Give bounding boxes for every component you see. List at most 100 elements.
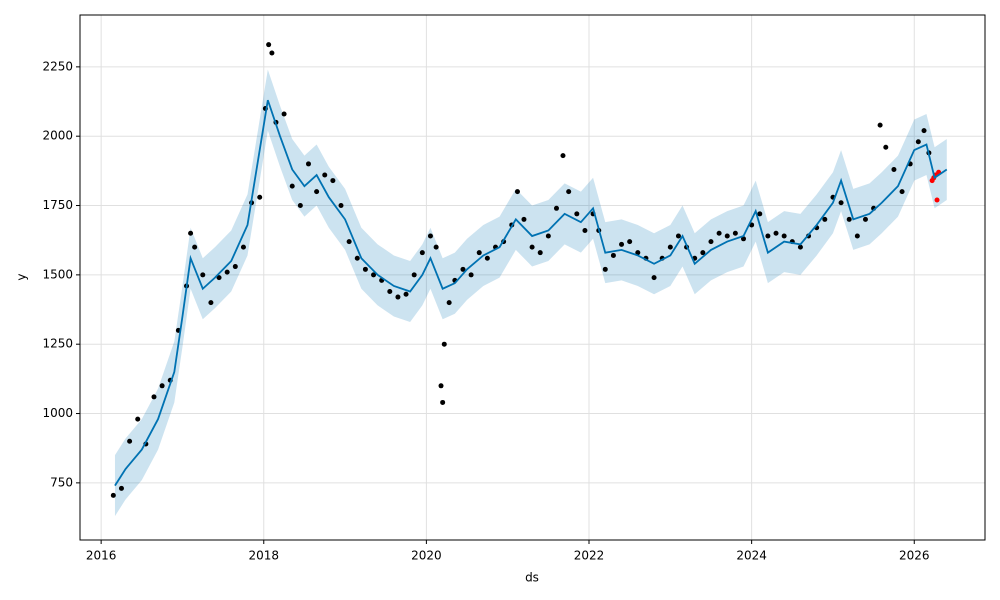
- observed-point: [854, 233, 860, 239]
- observed-point: [403, 291, 409, 297]
- observed-point: [708, 239, 714, 245]
- observed-point: [582, 227, 588, 233]
- observed-point: [891, 166, 897, 172]
- observed-point: [822, 216, 828, 222]
- observed-point: [135, 416, 141, 422]
- observed-point: [346, 239, 352, 245]
- observed-point: [675, 233, 681, 239]
- observed-point: [529, 244, 535, 250]
- y-axis-label: y: [15, 273, 29, 280]
- observed-point: [602, 266, 608, 272]
- observed-point: [216, 275, 222, 281]
- observed-point: [257, 194, 263, 200]
- observed-point: [314, 189, 320, 195]
- observed-point: [667, 244, 673, 250]
- observed-point: [371, 272, 377, 278]
- observed-point: [716, 230, 722, 236]
- observed-point: [537, 250, 543, 256]
- observed-point: [118, 485, 124, 491]
- observed-point: [151, 394, 157, 400]
- observed-point: [281, 111, 287, 117]
- forecast-line: [114, 99, 948, 487]
- observed-point: [362, 266, 368, 272]
- x-tick-label: 2022: [574, 549, 605, 563]
- observed-point: [921, 128, 927, 134]
- observed-point: [127, 438, 133, 444]
- x-tick-label: 2016: [86, 549, 117, 563]
- observed-point: [387, 289, 393, 295]
- observed-point: [468, 272, 474, 278]
- x-tick-label: 2020: [411, 549, 442, 563]
- observed-point: [781, 233, 787, 239]
- x-tick-label: 2024: [736, 549, 767, 563]
- observed-point: [188, 230, 194, 236]
- observed-point: [330, 178, 336, 184]
- y-tick-label: 1000: [42, 406, 73, 420]
- y-tick-label: 750: [50, 475, 73, 489]
- observed-point: [433, 244, 439, 250]
- observed-point: [514, 189, 520, 195]
- observed-point: [208, 300, 214, 306]
- y-tick-label: 2250: [42, 59, 73, 73]
- observed-point: [560, 153, 566, 159]
- observed-point: [305, 161, 311, 167]
- observed-point: [269, 50, 275, 56]
- observed-point: [545, 233, 551, 239]
- observed-point: [862, 216, 868, 222]
- observed-point: [200, 272, 206, 278]
- observed-point: [899, 189, 905, 195]
- observed-point: [289, 183, 295, 189]
- observed-point: [741, 236, 747, 242]
- observed-point: [651, 275, 657, 281]
- observed-point: [732, 230, 738, 236]
- observed-point: [224, 269, 230, 275]
- x-axis-label: ds: [525, 571, 539, 585]
- y-tick-label: 2000: [42, 129, 73, 143]
- observed-point: [440, 399, 446, 405]
- plot-frame: [79, 14, 986, 541]
- observed-point: [460, 266, 466, 272]
- observed-point: [411, 272, 417, 278]
- observed-point: [484, 255, 490, 261]
- observed-point: [574, 211, 580, 217]
- uncertainty-band: [114, 69, 947, 517]
- y-tick-label: 1250: [42, 337, 73, 351]
- observed-point: [354, 255, 360, 261]
- observed-point: [446, 300, 452, 306]
- observed-point: [877, 122, 883, 128]
- observed-point: [476, 250, 482, 256]
- observed-point: [338, 203, 344, 209]
- observed-point: [110, 492, 116, 498]
- observed-point: [441, 341, 447, 347]
- observed-point: [266, 42, 272, 48]
- observed-point: [610, 252, 616, 258]
- observed-point: [797, 244, 803, 250]
- x-tick-label: 2026: [899, 549, 930, 563]
- observed-point: [838, 200, 844, 206]
- observed-point: [566, 189, 572, 195]
- observed-point: [438, 383, 444, 389]
- observed-point: [192, 244, 198, 250]
- observed-point: [724, 233, 730, 239]
- observed-point: [619, 241, 625, 247]
- observed-point: [915, 139, 921, 145]
- observed-point: [765, 233, 771, 239]
- observed-point: [159, 383, 165, 389]
- observed-point: [521, 216, 527, 222]
- y-tick-label: 1750: [42, 198, 73, 212]
- observed-point: [419, 250, 425, 256]
- observed-point: [240, 244, 246, 250]
- observed-point: [627, 239, 633, 245]
- observed-point: [395, 294, 401, 300]
- observed-point: [322, 172, 328, 178]
- observed-point: [846, 216, 852, 222]
- observed-point: [232, 264, 238, 270]
- observed-point: [700, 250, 706, 256]
- observed-point: [635, 250, 641, 256]
- observed-point: [553, 205, 559, 211]
- observed-point: [773, 230, 779, 236]
- actual-point: [934, 197, 940, 203]
- observed-point: [883, 144, 889, 150]
